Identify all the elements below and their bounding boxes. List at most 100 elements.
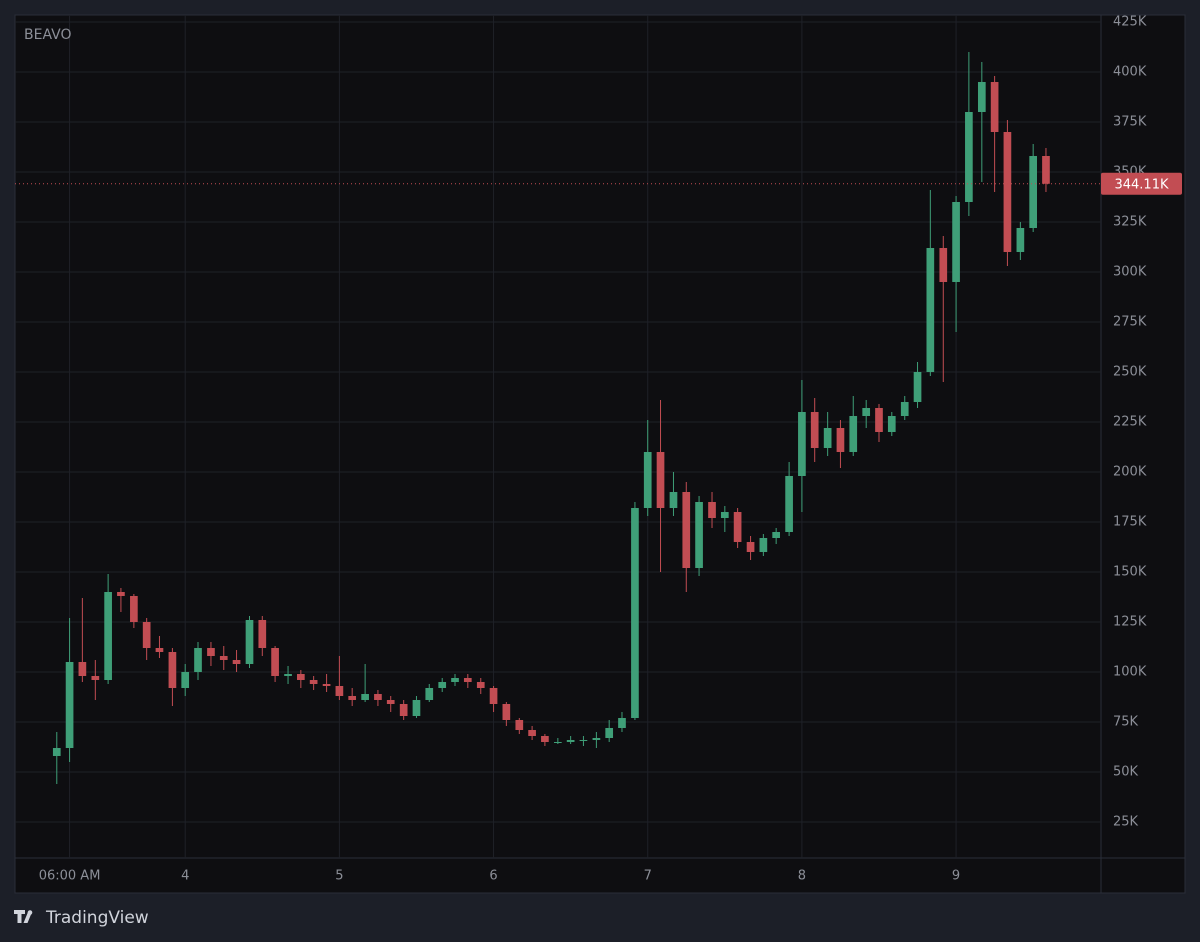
candle-body	[502, 704, 511, 720]
candle-body	[1042, 156, 1050, 184]
candle-body	[592, 738, 601, 740]
candle-body	[1029, 156, 1038, 228]
candle-body	[631, 508, 639, 718]
candle-body	[785, 476, 793, 532]
y-tick-label: 425K	[1113, 15, 1147, 30]
candle-body	[669, 492, 678, 508]
y-tick-label: 225K	[1113, 415, 1147, 430]
candle-body	[78, 662, 87, 676]
candle-body	[142, 622, 151, 648]
last-price-label: 344.11K	[1114, 177, 1168, 192]
candle-body	[554, 742, 562, 743]
candle-body	[65, 662, 74, 748]
candle-body	[643, 452, 652, 508]
candle-body	[463, 678, 472, 682]
candle-body	[245, 620, 254, 664]
x-tick-label: 4	[181, 869, 189, 884]
candle-body	[708, 502, 716, 518]
candle-body	[926, 248, 935, 372]
candle-body	[155, 648, 164, 652]
candle-body	[309, 680, 318, 684]
x-tick-label: 6	[489, 869, 497, 884]
candle-body	[232, 660, 241, 664]
watermark: TradingView	[45, 908, 149, 928]
candle-body	[181, 672, 190, 688]
candle-body	[386, 700, 395, 704]
candle-body	[219, 656, 228, 660]
candle-body	[296, 674, 305, 680]
candle-body	[1016, 228, 1025, 252]
candle-body	[476, 682, 485, 688]
candle-body	[887, 416, 896, 432]
candle-body	[438, 682, 447, 688]
candle-body	[952, 202, 960, 282]
y-tick-label: 275K	[1113, 315, 1147, 330]
y-tick-label: 325K	[1113, 215, 1147, 230]
candle-body	[194, 648, 202, 672]
candle-body	[965, 112, 973, 202]
candle-body	[284, 674, 292, 676]
x-tick-label: 8	[798, 869, 806, 884]
candle-body	[528, 730, 536, 736]
candle-body	[322, 684, 331, 686]
candle-body	[451, 678, 459, 682]
last-price-box	[1101, 172, 1182, 195]
candle-body	[579, 740, 588, 741]
candle-body	[52, 748, 61, 756]
candle-body	[875, 408, 883, 432]
candle-body	[990, 82, 999, 132]
chart-frame	[14, 14, 1186, 894]
candle-body	[618, 718, 626, 728]
candle-body	[733, 512, 742, 542]
x-tick-label: 9	[952, 869, 960, 884]
candle-body	[939, 248, 948, 282]
candles	[52, 52, 1050, 784]
candle-body	[207, 648, 215, 656]
candle-body	[515, 720, 524, 730]
candle-body	[566, 740, 575, 742]
logo-icon	[14, 910, 32, 923]
candle-body	[130, 596, 138, 622]
candle-body	[1003, 132, 1012, 252]
candle-body	[836, 428, 845, 452]
candle-body	[91, 676, 100, 680]
candle-body	[759, 538, 768, 552]
y-tick-label: 25K	[1113, 815, 1139, 830]
candle-body	[900, 402, 909, 416]
candle-body	[849, 416, 858, 452]
y-tick-label: 50K	[1113, 765, 1139, 780]
logo: TradingView	[14, 908, 149, 928]
y-tick-label: 400K	[1113, 65, 1147, 80]
y-tick-label: 100K	[1113, 665, 1147, 680]
candle-body	[720, 512, 729, 518]
candle-body	[374, 694, 382, 700]
candle-body	[399, 704, 408, 716]
candle-body	[695, 502, 703, 568]
candle-body	[271, 648, 279, 676]
y-tick-label: 375K	[1113, 115, 1147, 130]
y-tick-label: 175K	[1113, 515, 1147, 530]
candle-body	[772, 532, 780, 538]
candle-body	[682, 492, 691, 568]
candle-body	[348, 696, 357, 700]
candle-body	[913, 372, 922, 402]
candle-body	[541, 736, 549, 742]
candle-body	[810, 412, 819, 448]
y-tick-label: 150K	[1113, 565, 1147, 580]
candle-body	[656, 452, 665, 508]
candle-body	[412, 700, 421, 716]
candle-body	[605, 728, 614, 738]
y-tick-label: 200K	[1113, 465, 1147, 480]
logo-dot	[27, 910, 33, 915]
y-tick-label: 125K	[1113, 615, 1147, 630]
candle-body	[168, 652, 177, 688]
symbol: BEAVO	[24, 27, 71, 43]
candle-body	[823, 428, 832, 448]
candle-body	[117, 592, 125, 596]
candle-body	[798, 412, 806, 476]
candle-body	[104, 592, 112, 680]
candle-body	[746, 542, 755, 552]
candle-body	[258, 620, 267, 648]
